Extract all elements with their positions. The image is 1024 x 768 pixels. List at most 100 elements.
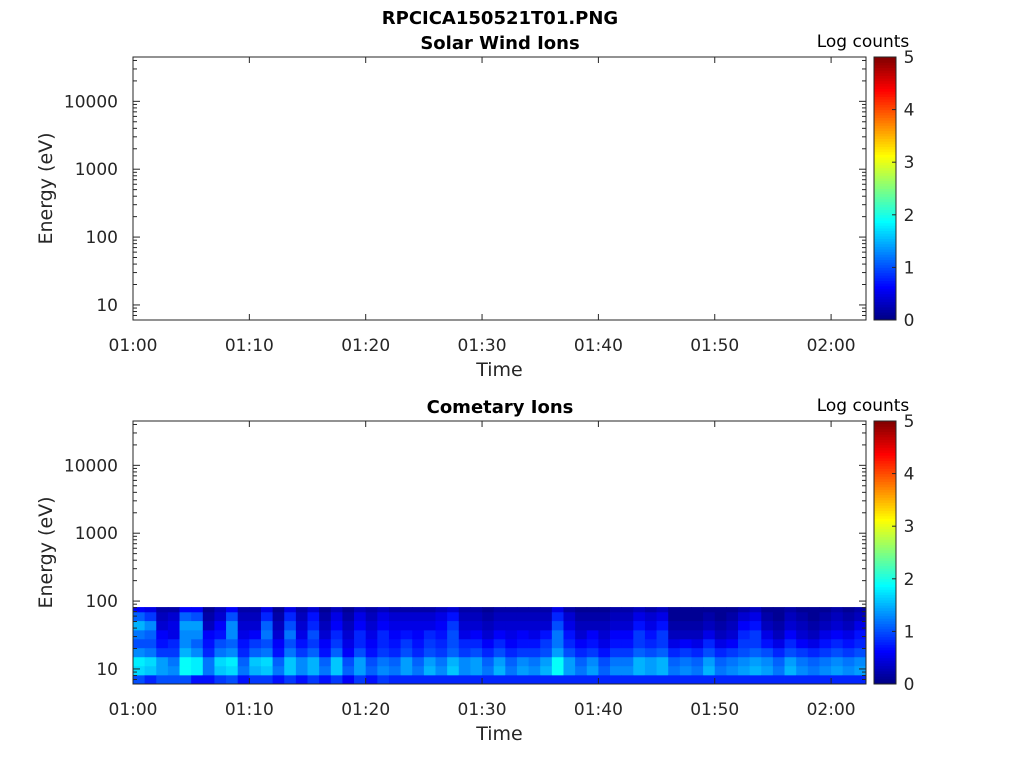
heatmap-cell (633, 665, 646, 676)
colorbar-step (874, 599, 896, 603)
heatmap-cell (388, 647, 401, 658)
heatmap-cell (668, 665, 681, 676)
heatmap-cell (412, 638, 425, 649)
heatmap-cell (738, 647, 751, 658)
heatmap-cell (365, 647, 378, 658)
colorbar-step (874, 206, 896, 211)
colorbar-step (874, 120, 896, 124)
heatmap-cell (761, 607, 774, 613)
heatmap-cell (260, 629, 274, 640)
heatmap-cell (377, 656, 390, 667)
colorbar-step (874, 652, 896, 656)
heatmap-cell (772, 674, 785, 685)
heatmap-cell (260, 638, 274, 649)
heatmap-cell (156, 611, 169, 622)
heatmap-cell (249, 620, 262, 631)
colorbar-frame (873, 420, 897, 685)
heatmap-cell (458, 629, 471, 640)
heatmap-cell (784, 665, 797, 676)
x-tick-label: 01:10 (225, 336, 274, 356)
heatmap-cell (656, 629, 669, 640)
x-axis-title: Time (475, 359, 523, 381)
colorbar-step (874, 272, 896, 276)
heatmap-cell (226, 656, 239, 667)
colorbar-step (874, 204, 896, 208)
heatmap-cell (691, 665, 704, 676)
heatmap-cell (633, 620, 646, 631)
heatmap-cell (668, 611, 681, 622)
colorbar-step (874, 201, 896, 205)
heatmap-cell (307, 674, 320, 685)
colorbar-step (874, 555, 896, 559)
colorbar-step (874, 421, 896, 425)
heatmap-cell (738, 665, 751, 676)
heatmap-cell (575, 647, 588, 658)
heatmap-cell (784, 656, 797, 667)
heatmap-cell (610, 656, 623, 667)
heatmap-cell (621, 656, 634, 667)
heatmap-cell (354, 620, 367, 631)
colorbar-step (874, 513, 896, 517)
heatmap-cell (598, 656, 611, 667)
heatmap-cell (295, 607, 308, 613)
heatmap-cell (598, 611, 611, 622)
heatmap-cell (226, 607, 239, 613)
colorbar-step (874, 156, 896, 161)
heatmap-cell (284, 607, 297, 613)
colorbar-step (874, 254, 896, 258)
heatmap-cell (202, 665, 215, 676)
heatmap-cell (586, 647, 599, 658)
heatmap-cell (691, 674, 704, 685)
heatmap-cell (761, 620, 774, 631)
heatmap-cell (644, 656, 657, 667)
heatmap-cell (807, 629, 820, 640)
colorbar-step (874, 225, 896, 229)
x-axis: 01:00 01:10 01:20 01:30 01:40 01:50 02:00 (109, 57, 856, 356)
heatmap-cell (191, 611, 204, 622)
colorbar-step (874, 662, 896, 667)
heatmap-cell (458, 607, 471, 613)
colorbar-step (874, 262, 896, 266)
heatmap-cell (691, 629, 704, 640)
colorbar: 0 1 2 3 4 5 (873, 48, 914, 331)
heatmap-cell (482, 620, 495, 631)
heatmap-cell (610, 647, 623, 658)
heatmap-cell (842, 611, 855, 622)
colorbar-step (874, 159, 896, 163)
colorbar-step (874, 70, 896, 74)
heatmap-cell (423, 674, 436, 685)
colorbar-step (874, 523, 896, 527)
colorbar-title: Log counts (817, 32, 910, 52)
heatmap-cell (656, 665, 669, 676)
heatmap-cell (679, 611, 692, 622)
heatmap-cell (260, 607, 274, 613)
heatmap-cell (656, 638, 669, 649)
heatmap-cell (482, 629, 495, 640)
x-tick-label: 02:00 (807, 700, 856, 720)
y-tick-label: 100 (86, 228, 118, 248)
heatmap-cell (202, 629, 215, 640)
heatmap-cell (493, 607, 506, 613)
heatmap-cell (644, 611, 657, 622)
colorbar-step (874, 570, 896, 575)
heatmap-cell (156, 665, 169, 676)
heatmap-cell (482, 611, 495, 622)
colorbar-step (874, 526, 896, 530)
heatmap-cell (191, 674, 204, 685)
heatmap-cell (714, 607, 727, 613)
heatmap-cell (691, 656, 704, 667)
colorbar-step (874, 668, 896, 672)
heatmap-cell (586, 611, 599, 622)
colorbar-tick-label: 1 (904, 622, 915, 642)
colorbar-step (874, 565, 896, 569)
heatmap-cell (842, 647, 855, 658)
colorbar-step (874, 649, 896, 653)
colorbar-step (874, 125, 896, 129)
heatmap-cell (691, 611, 704, 622)
heatmap-cell (133, 611, 146, 622)
heatmap-cell (354, 665, 367, 676)
colorbar-step (874, 460, 896, 464)
heatmap-cell (749, 638, 762, 649)
colorbar-tick-label: 0 (904, 675, 915, 695)
x-tick-label: 01:50 (690, 336, 739, 356)
